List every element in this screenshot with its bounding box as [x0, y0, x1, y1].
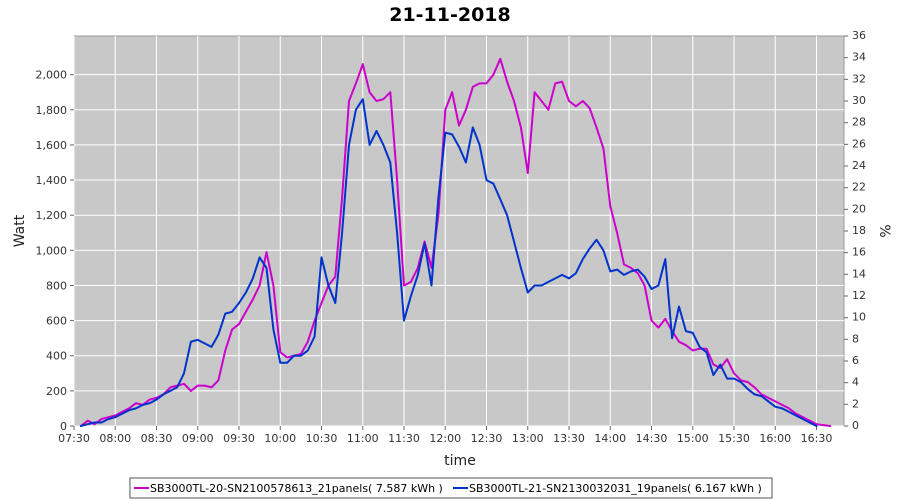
- y2-tick-label: 12: [852, 289, 866, 302]
- x-tick-label: 14:00: [594, 432, 626, 445]
- x-tick-label: 16:30: [801, 432, 833, 445]
- x-tick-label: 12:00: [429, 432, 461, 445]
- legend: SB3000TL-20-SN2100578613_21panels( 7.587…: [129, 477, 773, 499]
- series-line-2: [79, 98, 818, 427]
- plot-area: [73, 35, 845, 427]
- y2-tick-label: 10: [852, 311, 866, 324]
- y2-tick-label: 14: [852, 267, 866, 280]
- y2-tick-label: 2: [852, 397, 859, 410]
- y2-tick-label: 34: [852, 51, 866, 64]
- x-axis-ticks: 07:30 08:00 08:30 09:00 09:30 10:00 10:30 11:00…: [58, 426, 832, 445]
- y-tick-label: 800: [46, 279, 67, 292]
- y-tick-label: 1,400: [36, 174, 68, 187]
- x-gridlines: [73, 36, 817, 426]
- x-tick-label: 08:30: [141, 432, 173, 445]
- x-tick-label: 10:00: [264, 432, 296, 445]
- x-tick-label: 13:30: [553, 432, 585, 445]
- legend-box: [129, 477, 773, 499]
- x-tick-label: 14:30: [636, 432, 668, 445]
- y2-tick-label: 36: [852, 29, 866, 42]
- y2-tick-label: 4: [852, 376, 859, 389]
- y2-tick-label: 32: [852, 72, 866, 85]
- y2-tick-label: 22: [852, 181, 866, 194]
- series-line-1: [79, 57, 832, 427]
- y2-tick-label: 18: [852, 224, 866, 237]
- y2-tick-label: 26: [852, 137, 866, 150]
- x-tick-label: 16:00: [759, 432, 791, 445]
- y-tick-label: 1,800: [36, 104, 68, 117]
- x-axis-label: time: [444, 453, 476, 469]
- y2-tick-label: 20: [852, 202, 866, 215]
- y2-tick-label: 24: [852, 159, 866, 172]
- y-tick-label: 1,000: [36, 244, 68, 257]
- y2-tick-label: 30: [852, 94, 866, 107]
- x-tick-label: 15:30: [718, 432, 750, 445]
- x-tick-label: 12:30: [471, 432, 503, 445]
- y-tick-label: 2,000: [36, 69, 68, 82]
- y2-tick-label: 28: [852, 116, 866, 129]
- y2-axis-label: %: [876, 224, 892, 237]
- y2-tick-label: 16: [852, 246, 866, 259]
- y-tick-label: 1,600: [36, 139, 68, 152]
- x-tick-label: 10:30: [306, 432, 338, 445]
- x-tick-label: 09:30: [223, 432, 255, 445]
- x-tick-label: 08:00: [99, 432, 131, 445]
- y2-tick-label: 6: [852, 354, 859, 367]
- x-tick-label: 15:00: [677, 432, 709, 445]
- y-axis-label: Watt: [12, 214, 28, 247]
- x-tick-label: 13:00: [512, 432, 544, 445]
- y-axis-ticks: 0 200 400 600 800 1,000 1,200 1,400 1,600 1,800 2,…: [36, 69, 74, 433]
- y-gridlines: [74, 74, 844, 427]
- series-lines: [79, 57, 832, 427]
- y-tick-label: 600: [46, 315, 67, 328]
- y-tick-label: 200: [46, 385, 67, 398]
- chart-title: 21-11-2018: [389, 4, 511, 26]
- legend-label-series-2: SB3000TL-21-SN2130032031_19panels( 6.167…: [469, 482, 762, 495]
- x-tick-label: 09:00: [182, 432, 214, 445]
- y-tick-label: 1,200: [36, 209, 68, 222]
- y2-tick-label: 8: [852, 332, 859, 345]
- x-tick-label: 07:30: [58, 432, 90, 445]
- y-tick-label: 0: [60, 420, 67, 433]
- y2-tick-label: 0: [852, 419, 859, 432]
- x-tick-label: 11:00: [347, 432, 379, 445]
- y-tick-label: 400: [46, 350, 67, 363]
- x-tick-label: 11:30: [388, 432, 420, 445]
- legend-label-series-1: SB3000TL-20-SN2100578613_21panels( 7.587…: [150, 482, 443, 495]
